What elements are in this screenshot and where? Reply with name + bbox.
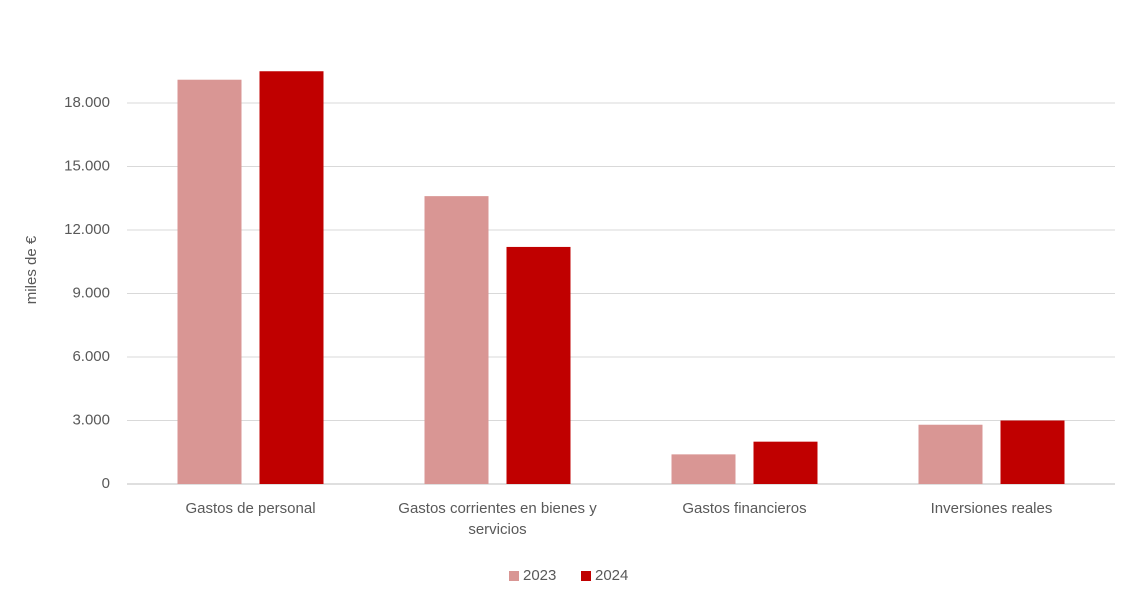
y-tick-label: 12.000 xyxy=(64,221,110,238)
legend-swatch xyxy=(509,571,519,581)
x-tick-label: Gastos financieros xyxy=(682,500,807,517)
bar xyxy=(671,454,736,484)
legend-label: 2023 xyxy=(523,567,556,584)
y-axis-label: miles de € xyxy=(23,235,40,304)
bar xyxy=(259,71,324,484)
y-tick-label: 15.000 xyxy=(64,157,110,174)
x-tick-label: Gastos corrientes en bienes y servicios xyxy=(398,500,597,538)
y-tick-label: 3.000 xyxy=(72,411,110,428)
bar xyxy=(424,196,489,484)
legend-swatch xyxy=(581,571,591,581)
bar xyxy=(753,441,818,484)
y-tick-label: 0 xyxy=(102,475,110,492)
bar xyxy=(1000,420,1065,484)
bar xyxy=(918,424,983,484)
bar xyxy=(177,79,242,484)
y-tick-label: 9.000 xyxy=(72,284,110,301)
x-tick-label: Inversiones reales xyxy=(930,500,1053,517)
y-tick-label: 18.000 xyxy=(64,94,110,111)
y-tick-label: 6.000 xyxy=(72,348,110,365)
legend-label: 2024 xyxy=(595,567,628,584)
x-tick-label: Gastos de personal xyxy=(185,500,316,517)
bar xyxy=(506,246,571,484)
